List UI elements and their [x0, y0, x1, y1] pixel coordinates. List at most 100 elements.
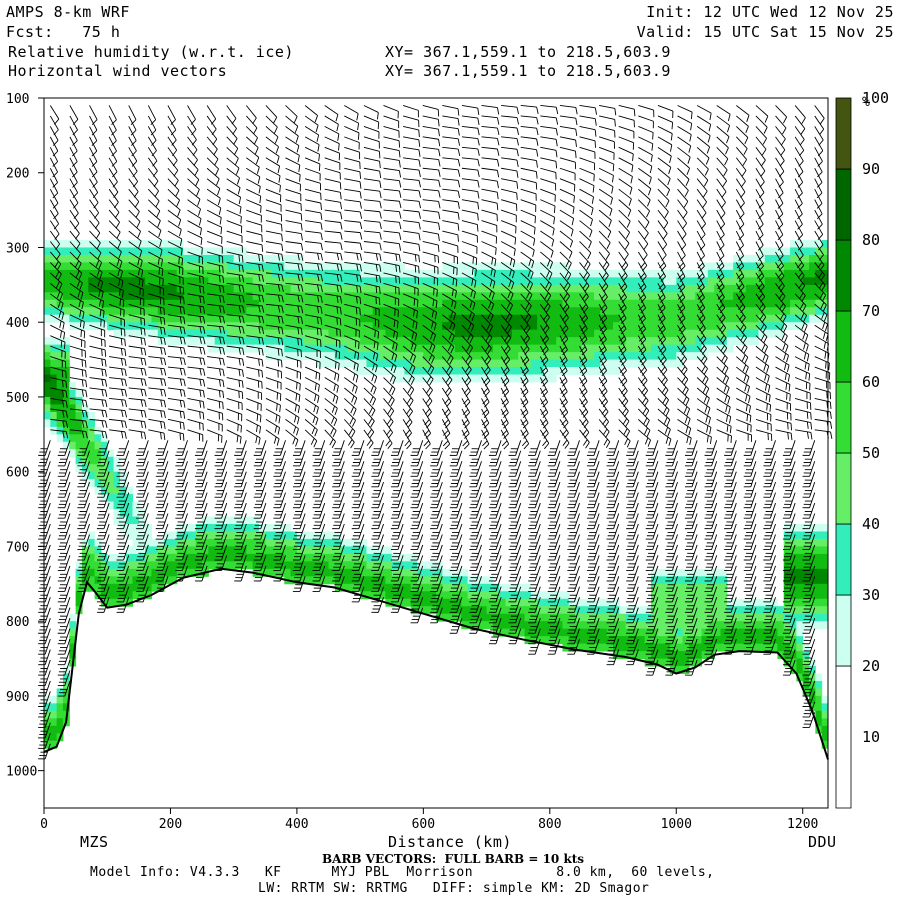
- rh-cell: [189, 299, 197, 308]
- rh-cell: [334, 322, 342, 331]
- rh-cell: [486, 591, 494, 600]
- wind-barb: [704, 450, 718, 467]
- wind-barb: [638, 178, 652, 196]
- rh-cell: [113, 464, 121, 473]
- colorbar-swatch: [835, 452, 852, 525]
- wind-barb: [442, 157, 461, 167]
- rh-cell: [56, 703, 64, 712]
- wind-barb: [449, 471, 463, 488]
- rh-cell: [132, 240, 140, 248]
- rh-cell: [745, 299, 753, 308]
- wind-barb: [794, 126, 805, 146]
- rh-cell: [733, 284, 740, 293]
- rh-cell: [594, 344, 601, 353]
- rh-cell: [454, 352, 462, 361]
- rh-cell: [284, 337, 292, 346]
- wind-barb: [265, 282, 284, 292]
- wind-barb: [461, 419, 470, 439]
- rh-cell: [650, 322, 658, 331]
- wind-barb: [637, 314, 647, 335]
- wind-barb: [273, 492, 286, 509]
- rh-cell: [151, 576, 159, 585]
- rh-cell: [707, 299, 715, 308]
- rh-cell: [88, 419, 96, 428]
- rh-cell: [796, 583, 804, 592]
- wind-barb: [312, 523, 326, 540]
- rh-cell: [107, 240, 115, 248]
- rh-cell: [644, 651, 652, 660]
- rh-cell: [625, 329, 633, 338]
- wind-barb: [606, 649, 620, 666]
- rh-cell: [701, 329, 709, 338]
- rh-cell: [221, 262, 228, 271]
- wind-barb: [344, 199, 362, 209]
- wind-barb: [402, 105, 419, 118]
- rh-cell: [227, 254, 235, 263]
- rh-cell: [714, 636, 722, 645]
- rh-cell: [556, 314, 563, 323]
- rh-cell: [632, 322, 639, 331]
- wind-barb: [618, 335, 627, 356]
- rh-cell: [549, 344, 557, 353]
- rh-cell: [315, 262, 323, 271]
- rh-cell: [132, 583, 140, 592]
- rh-cell: [688, 299, 696, 308]
- rh-cell: [575, 613, 582, 622]
- rh-cell: [341, 269, 348, 278]
- wind-barb: [305, 241, 323, 251]
- wind-barb: [187, 241, 203, 255]
- rh-cell: [56, 725, 64, 734]
- rh-cell: [157, 277, 165, 286]
- rh-cell: [322, 344, 330, 353]
- wind-barb: [422, 209, 441, 220]
- rh-cell: [81, 419, 89, 428]
- wind-barb: [461, 282, 476, 299]
- rh-cell: [113, 322, 121, 331]
- wind-barb: [128, 335, 146, 346]
- wind-barb: [265, 136, 279, 154]
- wind-barb: [226, 251, 244, 263]
- wind-barb: [547, 576, 561, 592]
- rh-cell: [480, 613, 488, 622]
- wind-barb: [324, 178, 342, 190]
- wind-barb: [285, 324, 303, 336]
- wind-barb: [696, 178, 708, 198]
- rh-cell: [688, 337, 696, 346]
- rh-cell: [669, 568, 677, 577]
- rh-cell: [322, 352, 330, 361]
- wind-barb: [383, 408, 394, 428]
- rh-cell: [809, 240, 816, 248]
- rh-cell: [556, 299, 563, 308]
- rh-cell: [442, 337, 450, 346]
- wind-barb: [481, 146, 500, 156]
- colorbar-tick-label: 80: [862, 231, 880, 249]
- rh-cell: [145, 307, 152, 316]
- rh-cell: [75, 240, 83, 248]
- wind-barb: [469, 492, 482, 509]
- rh-cell: [138, 277, 146, 286]
- wind-barb: [363, 230, 382, 240]
- rh-cell: [81, 471, 89, 480]
- wind-barb: [304, 115, 319, 133]
- rh-cell: [170, 269, 178, 278]
- wind-barb: [508, 513, 522, 530]
- wind-barb: [38, 607, 51, 624]
- wind-barb: [148, 230, 162, 247]
- rh-cell: [132, 546, 140, 555]
- rh-cell: [138, 262, 146, 271]
- wind-barb: [148, 199, 161, 218]
- wind-barb: [547, 555, 561, 571]
- rh-cell: [676, 576, 684, 585]
- rh-cell: [676, 591, 684, 600]
- rh-cell: [189, 568, 197, 577]
- rh-cell: [372, 553, 380, 562]
- rh-cell: [100, 262, 108, 271]
- wind-barb: [234, 471, 247, 488]
- wind-barb: [508, 565, 522, 582]
- rh-cell: [132, 561, 140, 570]
- wind-barb: [109, 345, 127, 357]
- rh-cell: [233, 307, 241, 316]
- wind-barb: [265, 387, 282, 401]
- wind-barb: [782, 440, 796, 456]
- rh-cell: [328, 322, 336, 331]
